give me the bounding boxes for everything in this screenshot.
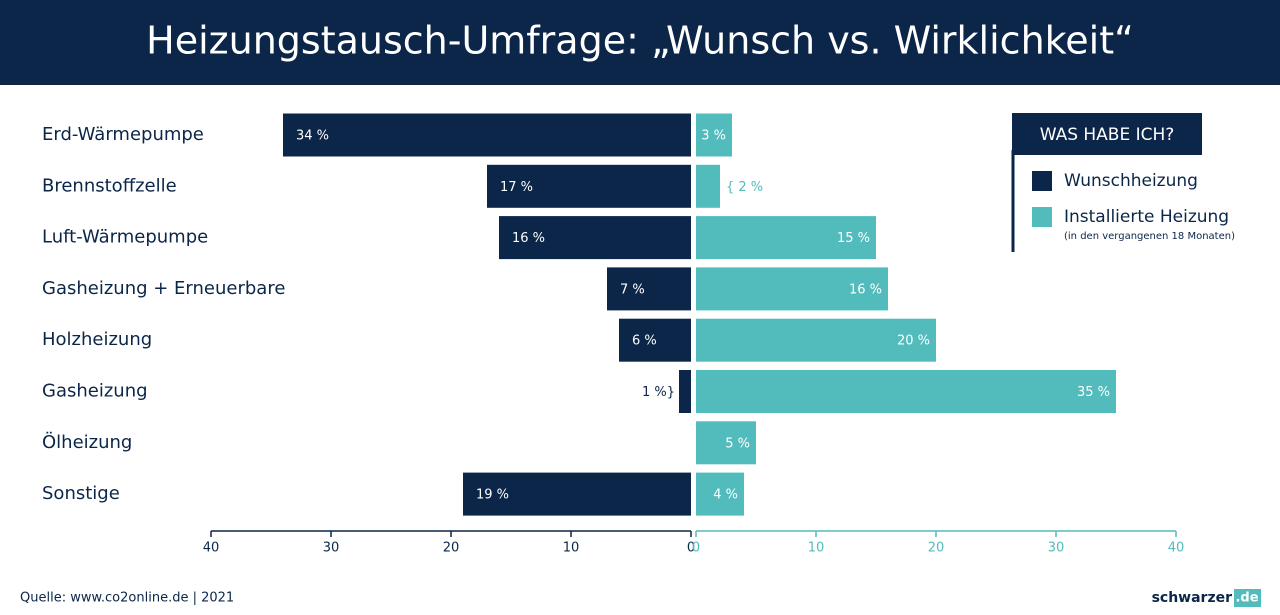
category-label: Holzheizung [42,329,152,350]
x-tick-label: 20 [928,541,945,556]
bar [463,472,691,516]
legend-swatch [1032,171,1052,191]
category-label: Gasheizung [42,381,148,402]
logo-box [1234,589,1261,607]
value-label: 17 % [500,180,533,195]
category-label: Ölheizung [42,431,132,453]
bar [696,113,732,157]
chart-title: Heizungstausch-Umfrage: „Wunsch vs. Wirk… [146,19,1134,63]
x-tick-label: 10 [808,541,825,556]
bar [696,216,876,260]
category-label: Brennstoffzelle [42,175,177,196]
legend-label: Wunschheizung [1064,171,1198,191]
x-tick-label: 0 [687,541,695,556]
value-label: { 2 % [726,180,763,195]
value-label: 34 % [296,129,329,144]
x-tick-label: 40 [1168,541,1185,556]
bar [696,472,744,516]
bar [696,421,756,465]
category-label: Erd-Wärmepumpe [42,124,204,145]
source: Quelle: www.co2online.de | 2021 [20,591,234,606]
value-label: 20 % [897,334,930,349]
bar [619,318,691,362]
bar [487,164,691,208]
value-label: 6 % [632,334,657,349]
legend-label: Installierte Heizung [1064,207,1229,227]
bar [499,216,691,260]
value-label: 19 % [476,488,509,503]
value-label: 16 % [849,282,882,297]
value-label: 15 % [837,231,870,246]
value-label: 5 % [725,436,750,451]
x-tick-label: 10 [563,541,580,556]
value-label: 4 % [713,488,738,503]
x-tick-label: 30 [1048,541,1065,556]
value-label: 3 % [701,129,726,144]
x-tick-label: 20 [443,541,460,556]
legend-header [1012,113,1202,155]
category-label: Gasheizung + Erneuerbare [42,278,285,299]
bar [696,267,888,311]
bar [679,370,691,413]
logo-name: schwarzer [1152,590,1233,606]
legend-note: (in den vergangenen 18 Monaten) [1064,231,1235,242]
category-label: Sonstige [42,483,120,504]
bar [696,164,720,208]
legend-title: WAS HABE ICH? [1040,125,1175,145]
value-label: 35 % [1077,385,1110,400]
value-label: 16 % [512,231,545,246]
bar [283,113,691,157]
legend-swatch [1032,207,1052,227]
bar [696,318,936,362]
x-tick-label: 0 [692,541,700,556]
value-label: 1 %} [642,385,675,400]
bar [696,370,1116,413]
bar [607,267,691,311]
header-bar [0,0,1280,85]
logo-domain: .de [1235,591,1258,606]
x-tick-label: 40 [203,541,220,556]
value-label: 7 % [620,282,645,297]
category-label: Luft-Wärmepumpe [42,227,208,248]
x-tick-label: 30 [323,541,340,556]
